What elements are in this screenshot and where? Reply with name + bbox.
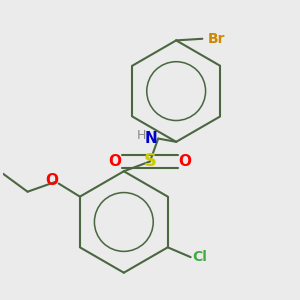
Text: H: H [136, 129, 146, 142]
Text: Cl: Cl [192, 250, 207, 264]
Text: O: O [109, 154, 122, 169]
Text: O: O [46, 173, 59, 188]
Text: Br: Br [207, 32, 225, 46]
Text: S: S [143, 152, 157, 170]
Text: O: O [178, 154, 191, 169]
Text: N: N [145, 131, 158, 146]
